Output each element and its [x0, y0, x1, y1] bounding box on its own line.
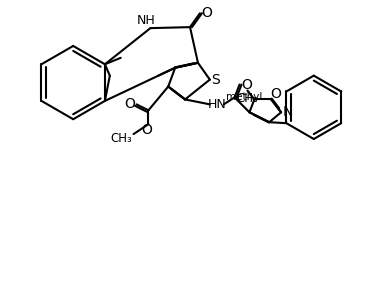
- Text: O: O: [241, 78, 252, 92]
- Text: O: O: [124, 97, 135, 111]
- Text: NH: NH: [137, 14, 156, 27]
- Text: HN: HN: [208, 98, 226, 111]
- Text: methyl: methyl: [226, 92, 263, 102]
- Text: CH₃: CH₃: [111, 131, 132, 145]
- Text: CH₃: CH₃: [236, 92, 258, 105]
- Text: S: S: [211, 72, 220, 87]
- Text: O: O: [201, 6, 212, 20]
- Text: O: O: [271, 87, 281, 102]
- Text: N: N: [283, 105, 293, 119]
- Text: O: O: [141, 123, 152, 137]
